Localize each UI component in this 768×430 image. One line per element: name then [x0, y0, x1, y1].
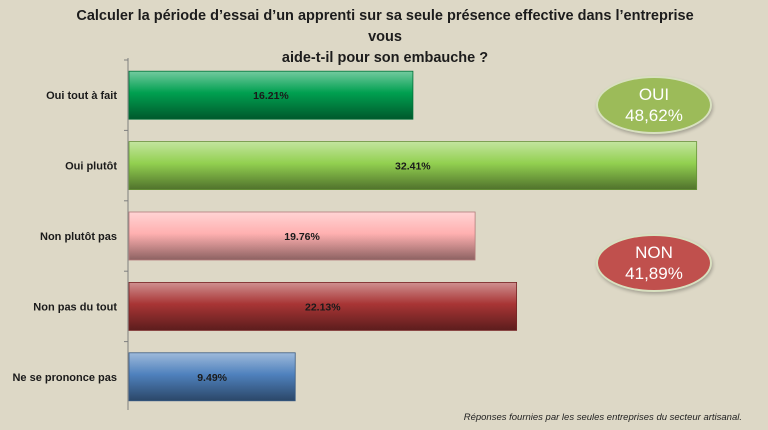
bar: [128, 70, 414, 120]
footnote: Réponses fournies par les seules entrepr…: [463, 412, 742, 423]
category-label: Non pas du tout: [33, 301, 117, 313]
category-label: Oui tout à fait: [46, 90, 117, 102]
chart-title-line-2: aide-t-il pour son embauche ?: [281, 50, 489, 66]
category-label: Oui plutôt: [65, 161, 117, 173]
category-label: Ne se prononce pas: [12, 372, 117, 384]
chart-title: Calculer la période d’essai d’un apprent…: [60, 6, 710, 69]
yes-total-label: OUI: [638, 85, 670, 104]
bar-value-label: 22.13%: [305, 301, 341, 313]
yes-total-bubble: OUI 48,62%: [596, 76, 712, 134]
bar: [128, 211, 476, 261]
no-total-value: 41,89%: [625, 264, 683, 283]
bar: [128, 281, 518, 331]
bar-value-label: 16.21%: [253, 90, 289, 102]
chart-title-line-1: Calculer la période d’essai d’un apprent…: [76, 8, 694, 45]
bar-value-label: 19.76%: [284, 231, 320, 243]
bar-value-label: 9.49%: [197, 372, 227, 384]
bar: [128, 141, 698, 191]
no-total-bubble: NON 41,89%: [596, 234, 712, 292]
yes-total-value: 48,62%: [625, 106, 683, 125]
bar-value-label: 32.41%: [395, 161, 431, 173]
category-label: Non plutôt pas: [40, 231, 117, 243]
no-total-label: NON: [635, 243, 673, 262]
bar: [128, 352, 296, 402]
